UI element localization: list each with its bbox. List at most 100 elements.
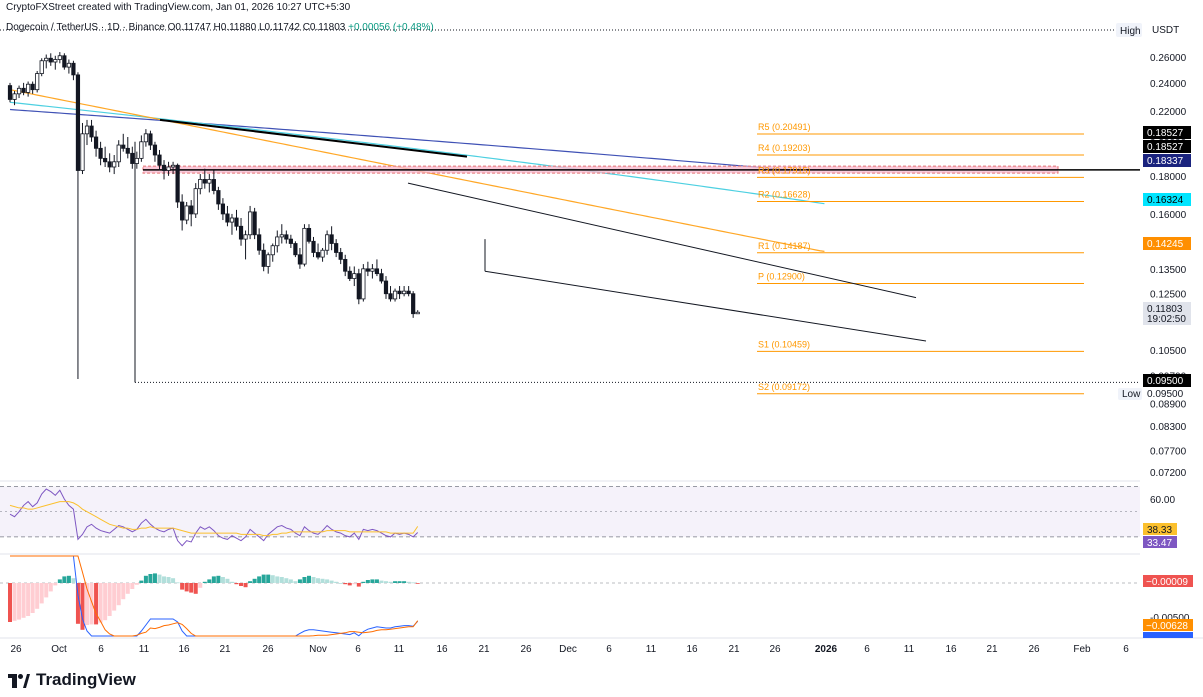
macd-histogram-bar — [44, 583, 49, 598]
macd-histogram-bar — [275, 576, 280, 583]
macd-histogram-bar — [89, 583, 94, 625]
candle-body — [211, 179, 216, 191]
candle-body — [71, 62, 76, 76]
candle-body — [116, 144, 121, 163]
tradingview-brand[interactable]: TradingView — [8, 670, 136, 690]
ma-200-line — [9, 108, 825, 171]
time-tick-label: 16 — [436, 644, 448, 655]
rsi-tag-label: 38.33 — [1147, 525, 1172, 536]
price-tag — [1143, 126, 1191, 139]
macd-histogram-bar — [189, 583, 194, 593]
pivot-level-label: R4 (0.19203) — [758, 143, 811, 153]
price-tag-label: 0.18527 — [1147, 142, 1184, 153]
macd-histogram-bar — [225, 578, 230, 583]
macd-histogram-bar — [374, 579, 379, 583]
candle-body — [139, 141, 144, 159]
price-tick-label: 0.18000 — [1150, 172, 1187, 183]
candle-body — [270, 245, 275, 256]
price-tick-label: 0.16000 — [1150, 210, 1187, 221]
candle-body — [148, 133, 153, 146]
time-tick-label: Feb — [1073, 644, 1091, 655]
candle-body — [243, 234, 248, 240]
macd-line — [10, 555, 419, 637]
candle-body — [193, 188, 198, 215]
macd-histogram-bar — [8, 583, 12, 622]
candle-body — [347, 270, 352, 279]
candle-body — [125, 147, 130, 154]
candle-body — [62, 55, 67, 68]
candle-body — [26, 83, 31, 93]
low-price-label: 0.09500 — [1147, 389, 1184, 400]
time-tick-label: 16 — [686, 644, 698, 655]
price-tag — [1143, 154, 1191, 167]
macd-histogram-bar — [220, 577, 225, 583]
time-tick-label: 21 — [478, 644, 490, 655]
candle-body — [189, 205, 194, 215]
high-label: High — [1120, 26, 1141, 37]
candle-body — [89, 125, 94, 138]
macd-histogram-bar — [402, 581, 407, 583]
time-tick-label: 26 — [10, 644, 22, 655]
macd-histogram-bar — [157, 574, 162, 583]
time-tick-label: 16 — [178, 644, 190, 655]
pivot-level-label: S1 (0.10459) — [758, 339, 810, 349]
candle-body — [103, 157, 108, 163]
time-tick-label: Nov — [309, 644, 327, 655]
price-tag-label: 0.18527 — [1147, 128, 1184, 139]
price-tick-label: 0.22000 — [1150, 107, 1187, 118]
macd-histogram-bar — [229, 581, 234, 583]
candle-body — [411, 293, 416, 315]
macd-histogram-bar — [347, 583, 352, 586]
macd-histogram-bar — [338, 583, 343, 584]
macd-histogram-bar — [252, 578, 257, 583]
price-tag-label: 0.11803 — [1147, 304, 1183, 315]
macd-histogram-bar — [216, 575, 221, 583]
macd-histogram-bar — [393, 581, 398, 583]
candle-body — [302, 227, 307, 265]
time-tick-label: 26 — [262, 644, 274, 655]
rsi-tag — [1143, 523, 1177, 535]
candle-body — [315, 252, 321, 258]
tradingview-logo-icon — [8, 673, 30, 688]
candle-body — [152, 144, 158, 156]
macd-histogram-bar — [207, 579, 212, 583]
candle-body — [234, 217, 239, 227]
macd-histogram-bar — [388, 581, 393, 583]
macd-histogram-bar — [352, 583, 357, 585]
time-tick-label: 26 — [1028, 644, 1040, 655]
candle-body — [207, 179, 212, 184]
candle-body — [356, 273, 361, 300]
price-tag-label: 0.18337 — [1147, 156, 1184, 167]
pivot-level-label: S2 (0.09172) — [758, 382, 810, 392]
price-tick-label: 0.26000 — [1150, 53, 1187, 64]
macd-histogram-bar — [152, 573, 157, 583]
chart-attribution: CryptoFXStreet created with TradingView.… — [6, 2, 351, 13]
upper-trendline — [159, 118, 468, 158]
macd-tag — [1143, 619, 1193, 631]
candle-body — [107, 161, 112, 168]
macd-histogram-bar — [66, 575, 71, 583]
macd-histogram-bar — [329, 580, 334, 583]
candle-body — [415, 311, 420, 315]
macd-histogram-bar — [284, 578, 289, 583]
candle-body — [130, 152, 135, 164]
candle-body — [98, 147, 103, 159]
time-tick-label: Dec — [559, 644, 577, 655]
symbol-title: Dogecoin / TetherUS · 1D · Binance — [6, 22, 165, 33]
macd-histogram-bar — [306, 575, 311, 583]
time-tick-label: 11 — [394, 644, 405, 655]
macd-histogram-bar — [257, 576, 262, 583]
symbol-legend[interactable]: Dogecoin / TetherUS · 1D · Binance O0.11… — [6, 22, 434, 33]
candle-body — [329, 234, 334, 244]
candle-body — [311, 240, 316, 253]
macd-histogram-bar — [175, 582, 180, 584]
candle-body — [16, 87, 22, 95]
macd-histogram-bar — [57, 579, 62, 583]
candle-body — [293, 243, 298, 256]
macd-histogram-bar — [297, 579, 302, 583]
macd-histogram-bar — [248, 581, 253, 583]
time-tick-label: 6 — [1123, 644, 1129, 655]
candle-body — [261, 249, 266, 267]
price-tick-label: 0.07200 — [1150, 468, 1187, 479]
